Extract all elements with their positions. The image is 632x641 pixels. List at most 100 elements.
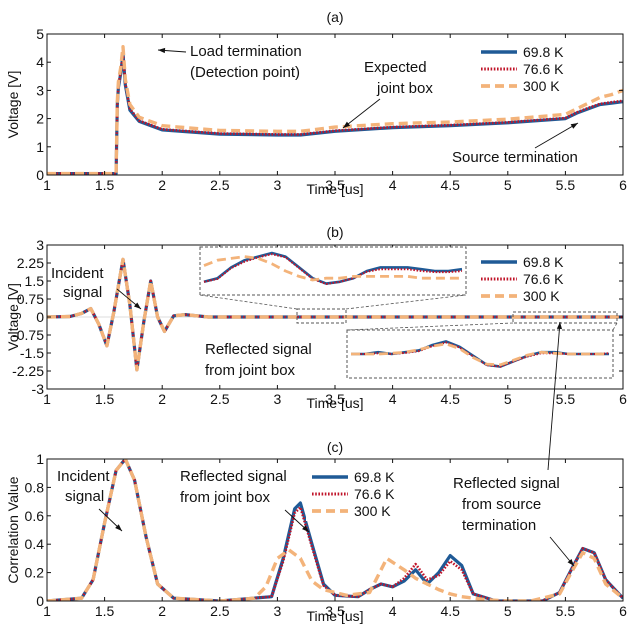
panel-1-y-axis-label: Voltage [V] <box>5 71 21 139</box>
panel-2-legend-label-1: 69.8 K <box>523 254 564 270</box>
panel-1-y-tick-label: 4 <box>36 54 44 70</box>
panel-1-annotation-joint-box: joint box <box>376 80 433 97</box>
panel-1-panel-label: (a) <box>326 9 343 25</box>
panel-3-series-3 <box>47 459 623 601</box>
panel-1-x-axis-label: Time [us] <box>306 181 363 197</box>
panel-3-x-tick-label: 6 <box>619 603 627 619</box>
panel-3-annotation-incident: Incident <box>57 468 110 485</box>
panel-2-inset-1-frame <box>199 246 467 296</box>
panel-1-legend-label-1: 69.8 K <box>523 44 564 60</box>
panel-2-arrow-source-pointer-head <box>556 322 563 330</box>
panel-1-x-tick-label: 4.5 <box>440 177 460 193</box>
panel-3-x-tick-label: 4.5 <box>440 603 460 619</box>
panel-1-x-tick-label: 5 <box>504 177 512 193</box>
panel-1-y-tick-label: 0 <box>36 167 44 183</box>
panel-3-annotation-joint-box: from joint box <box>180 489 271 506</box>
panel-3-arrow-incident-head <box>115 524 122 531</box>
panel-2-arrow-incident-head <box>133 302 141 309</box>
panel-2-x-tick-label: 3 <box>274 391 282 407</box>
panel-1-arrow-source-head <box>570 123 578 129</box>
panel-3-x-tick-label: 4 <box>389 603 397 619</box>
panel-3-x-axis-label: Time [us] <box>306 608 363 624</box>
panel-3-x-tick-label: 2.5 <box>210 603 230 619</box>
panel-3-annotation-reflected-joint: Reflected signal <box>180 468 287 485</box>
panel-2-inset-1-connector-b <box>345 294 467 310</box>
panel-2-x-tick-label: 3.5 <box>325 391 345 407</box>
panel-2-y-tick-label: -2.25 <box>12 363 44 379</box>
panel-1-series-1 <box>47 52 623 175</box>
panel-2-annotation-reflected: Reflected signal <box>205 341 312 358</box>
panel-2-y-tick-label: -0.75 <box>12 327 44 343</box>
panel-1-y-tick-label: 1 <box>36 139 44 155</box>
panel-2-x-tick-label: 4.5 <box>440 391 460 407</box>
panel-2-x-tick-label: 6 <box>619 391 627 407</box>
panel-3-x-tick-label: 1.5 <box>95 603 115 619</box>
panel-2-y-tick-label: 0 <box>36 309 44 325</box>
panel-3-annotation-incident-signal: signal <box>65 488 104 505</box>
panel-2-y-tick-label: 3 <box>36 237 44 253</box>
panel-1-arrow-joint-box-head <box>343 121 351 128</box>
panel-3-x-tick-label: 3 <box>274 603 282 619</box>
panel-1-y-tick-label: 5 <box>36 26 44 42</box>
panel-3-annotation-termination: termination <box>462 517 536 534</box>
panel-1-annotation-expected: Expected <box>364 59 427 76</box>
panel-2-legend-label-2: 76.6 K <box>523 271 564 287</box>
panel-2-annotation-incident-signal: signal <box>63 284 102 301</box>
panel-1-x-tick-label: 3.5 <box>325 177 345 193</box>
panel-3-y-axis-label: Correlation Value <box>5 476 21 583</box>
panel-2-arrow-source-pointer <box>547 321 561 471</box>
panel-2-inset-1-connector-a <box>199 294 298 310</box>
panel-3-y-tick-label: 0.4 <box>25 536 45 552</box>
panel-2-x-axis-label: Time [us] <box>306 395 363 411</box>
panel-2-inset-2-connector-a <box>346 322 514 331</box>
panel-2-inset-1-series-3 <box>203 255 462 282</box>
panel-3-arrow-source-termination-head <box>567 558 574 566</box>
panel-2-panel-label: (b) <box>326 224 343 240</box>
panel-2-x-tick-label: 5.5 <box>556 391 576 407</box>
panel-1-legend-label-3: 300 K <box>523 78 560 94</box>
panel-2-x-tick-label: 5 <box>504 391 512 407</box>
panel-1-series-3 <box>47 45 623 175</box>
panel-1-x-tick-label: 3 <box>274 177 282 193</box>
panel-3-panel-label: (c) <box>327 439 343 455</box>
panel-2-annotation-joint-box: from joint box <box>205 362 296 379</box>
panel-3-annotation-reflected-source: Reflected signal <box>453 475 560 492</box>
panel-2-x-tick-label: 1.5 <box>95 391 115 407</box>
panel-2-annotation-incident: Incident <box>51 265 104 282</box>
panel-3-series-2 <box>47 459 623 601</box>
panel-2-inset-2-series-3 <box>351 342 609 367</box>
panel-1-arrow-source <box>534 122 579 149</box>
panel-2-x-tick-label: 1 <box>43 391 51 407</box>
panel-1-arrow-load-head <box>158 47 166 54</box>
panel-3-y-tick-label: 0 <box>36 593 44 609</box>
panel-3-y-tick-label: 0.2 <box>25 565 45 581</box>
panel-3-y-tick-label: 0.6 <box>25 508 45 524</box>
panel-3-annotation-from-source: from source <box>462 496 541 513</box>
panel-1-x-tick-label: 2 <box>158 177 166 193</box>
panel-1-x-tick-label: 2.5 <box>210 177 230 193</box>
panel-3-legend-label-1: 69.8 K <box>354 469 395 485</box>
panel-2-series-3 <box>47 257 623 372</box>
panel-2-y-tick-label: 0.75 <box>17 291 44 307</box>
panel-1-x-tick-label: 6 <box>619 177 627 193</box>
panel-2-legend-label-3: 300 K <box>523 288 560 304</box>
panel-3-arrow-joint-box-head <box>302 525 309 532</box>
panel-1-x-tick-label: 1 <box>43 177 51 193</box>
panel-3-y-tick-label: 0.8 <box>25 479 45 495</box>
panel-2-y-tick-label: -3 <box>32 381 45 397</box>
panel-2-inset-2-connector-b <box>612 322 618 331</box>
panel-1-y-tick-label: 2 <box>36 111 44 127</box>
panel-2-inset-1-series-2 <box>203 253 463 285</box>
panel-1-y-tick-label: 3 <box>36 82 44 98</box>
panel-3-y-tick-label: 1 <box>36 451 44 467</box>
panel-1-annotation-detection: (Detection point) <box>190 64 300 81</box>
panel-1-x-tick-label: 1.5 <box>95 177 115 193</box>
panel-3-x-tick-label: 5.5 <box>556 603 576 619</box>
panel-3-x-tick-label: 5 <box>504 603 512 619</box>
panel-2-y-tick-label: 2.25 <box>17 255 44 271</box>
panel-2-x-tick-label: 4 <box>389 391 397 407</box>
panel-1-x-tick-label: 5.5 <box>556 177 576 193</box>
panel-2-y-axis-label: Voltage [V] <box>5 283 21 351</box>
panel-2-x-tick-label: 2.5 <box>210 391 230 407</box>
